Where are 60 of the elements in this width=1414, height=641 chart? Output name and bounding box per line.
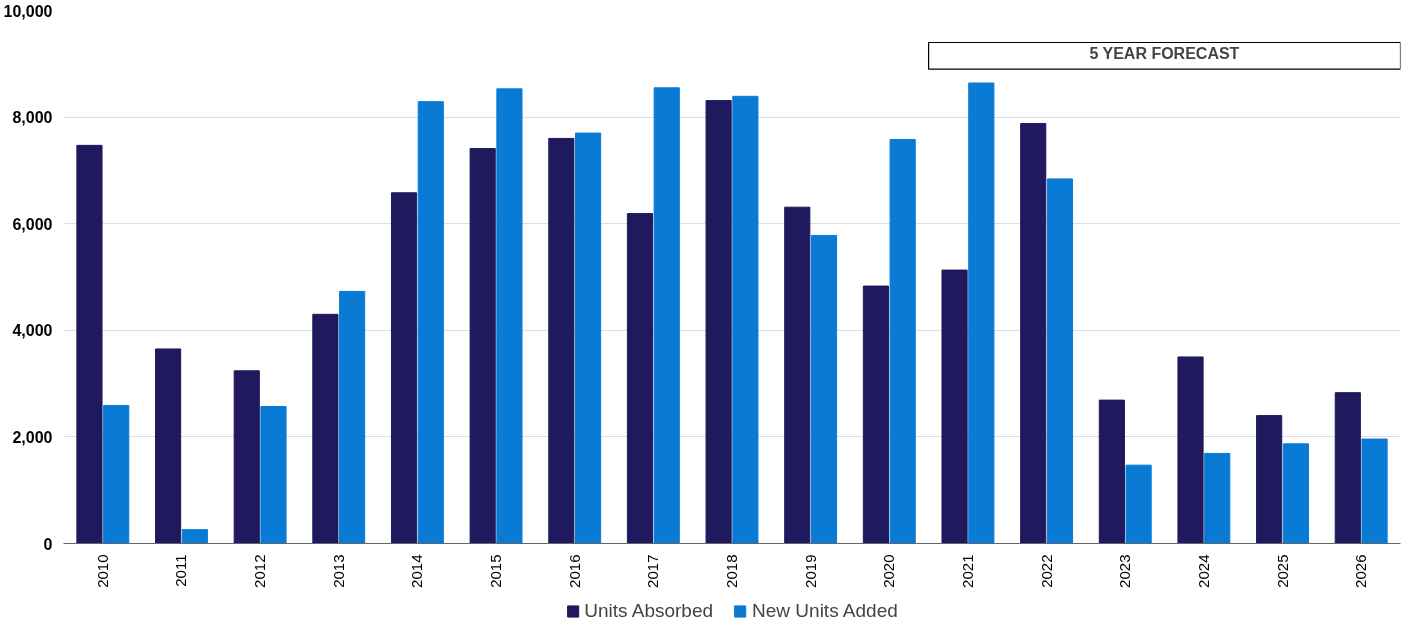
y-tick-label: 10,000 [3,2,53,20]
bar [1334,392,1361,544]
y-tick-label: 4,000 [12,322,53,340]
x-tick-label: 2014 [408,554,426,588]
bar [233,370,260,544]
y-tick-label: 8,000 [12,109,53,127]
y-tick-label: 2,000 [12,428,53,446]
bar [1204,452,1231,544]
bar [390,192,418,544]
x-tick-label: 2022 [1037,554,1055,588]
bar [181,529,208,544]
bar [76,144,103,544]
legend-label: New Units Added [752,600,898,622]
x-tick-label: 2013 [329,554,347,588]
legend-label: Units Absorbed [584,600,714,622]
y-tick-label: 6,000 [12,215,53,233]
bar [862,285,890,544]
bar [548,137,575,544]
bar [705,100,732,544]
x-tick-label: 2019 [801,554,819,588]
bar [784,206,811,544]
bar [1282,443,1309,544]
bar [1361,438,1388,544]
bar [1177,356,1204,544]
bar [1125,464,1152,544]
x-tick-label: 2021 [958,554,976,588]
bar [469,148,496,544]
x-tick-label: 2010 [93,554,111,588]
bar [339,290,366,544]
bar [574,132,602,544]
x-tick-label: 2017 [644,554,662,588]
bar [626,213,654,544]
bar [155,348,182,544]
x-tick-label: 2024 [1194,554,1212,588]
bar [653,87,680,544]
bar [732,95,759,544]
bar [1046,178,1074,544]
bar [889,138,916,544]
bar [810,234,838,544]
x-tick-label: 2020 [880,554,898,588]
x-tick-label: 2015 [487,554,505,588]
y-tick-label: 0 [43,535,53,553]
x-tick-label: 2025 [1273,554,1291,588]
x-tick-label: 2016 [565,554,583,588]
bar [941,269,968,544]
band-label: 5 YEAR FORECAST [1089,44,1240,62]
x-tick-label: 2026 [1352,554,1370,588]
bar [1256,415,1283,544]
bar [417,101,444,544]
bar [968,82,995,544]
bar [103,404,130,544]
x-tick-label: 2018 [723,554,740,588]
bar [312,313,339,544]
x-tick-label: 2012 [251,554,269,588]
x-tick-label: 2023 [1116,554,1134,588]
bar [1098,399,1125,544]
bar [260,406,287,544]
bar [496,88,523,544]
bar [1020,123,1047,544]
x-tick-label: 2011 [172,554,190,587]
